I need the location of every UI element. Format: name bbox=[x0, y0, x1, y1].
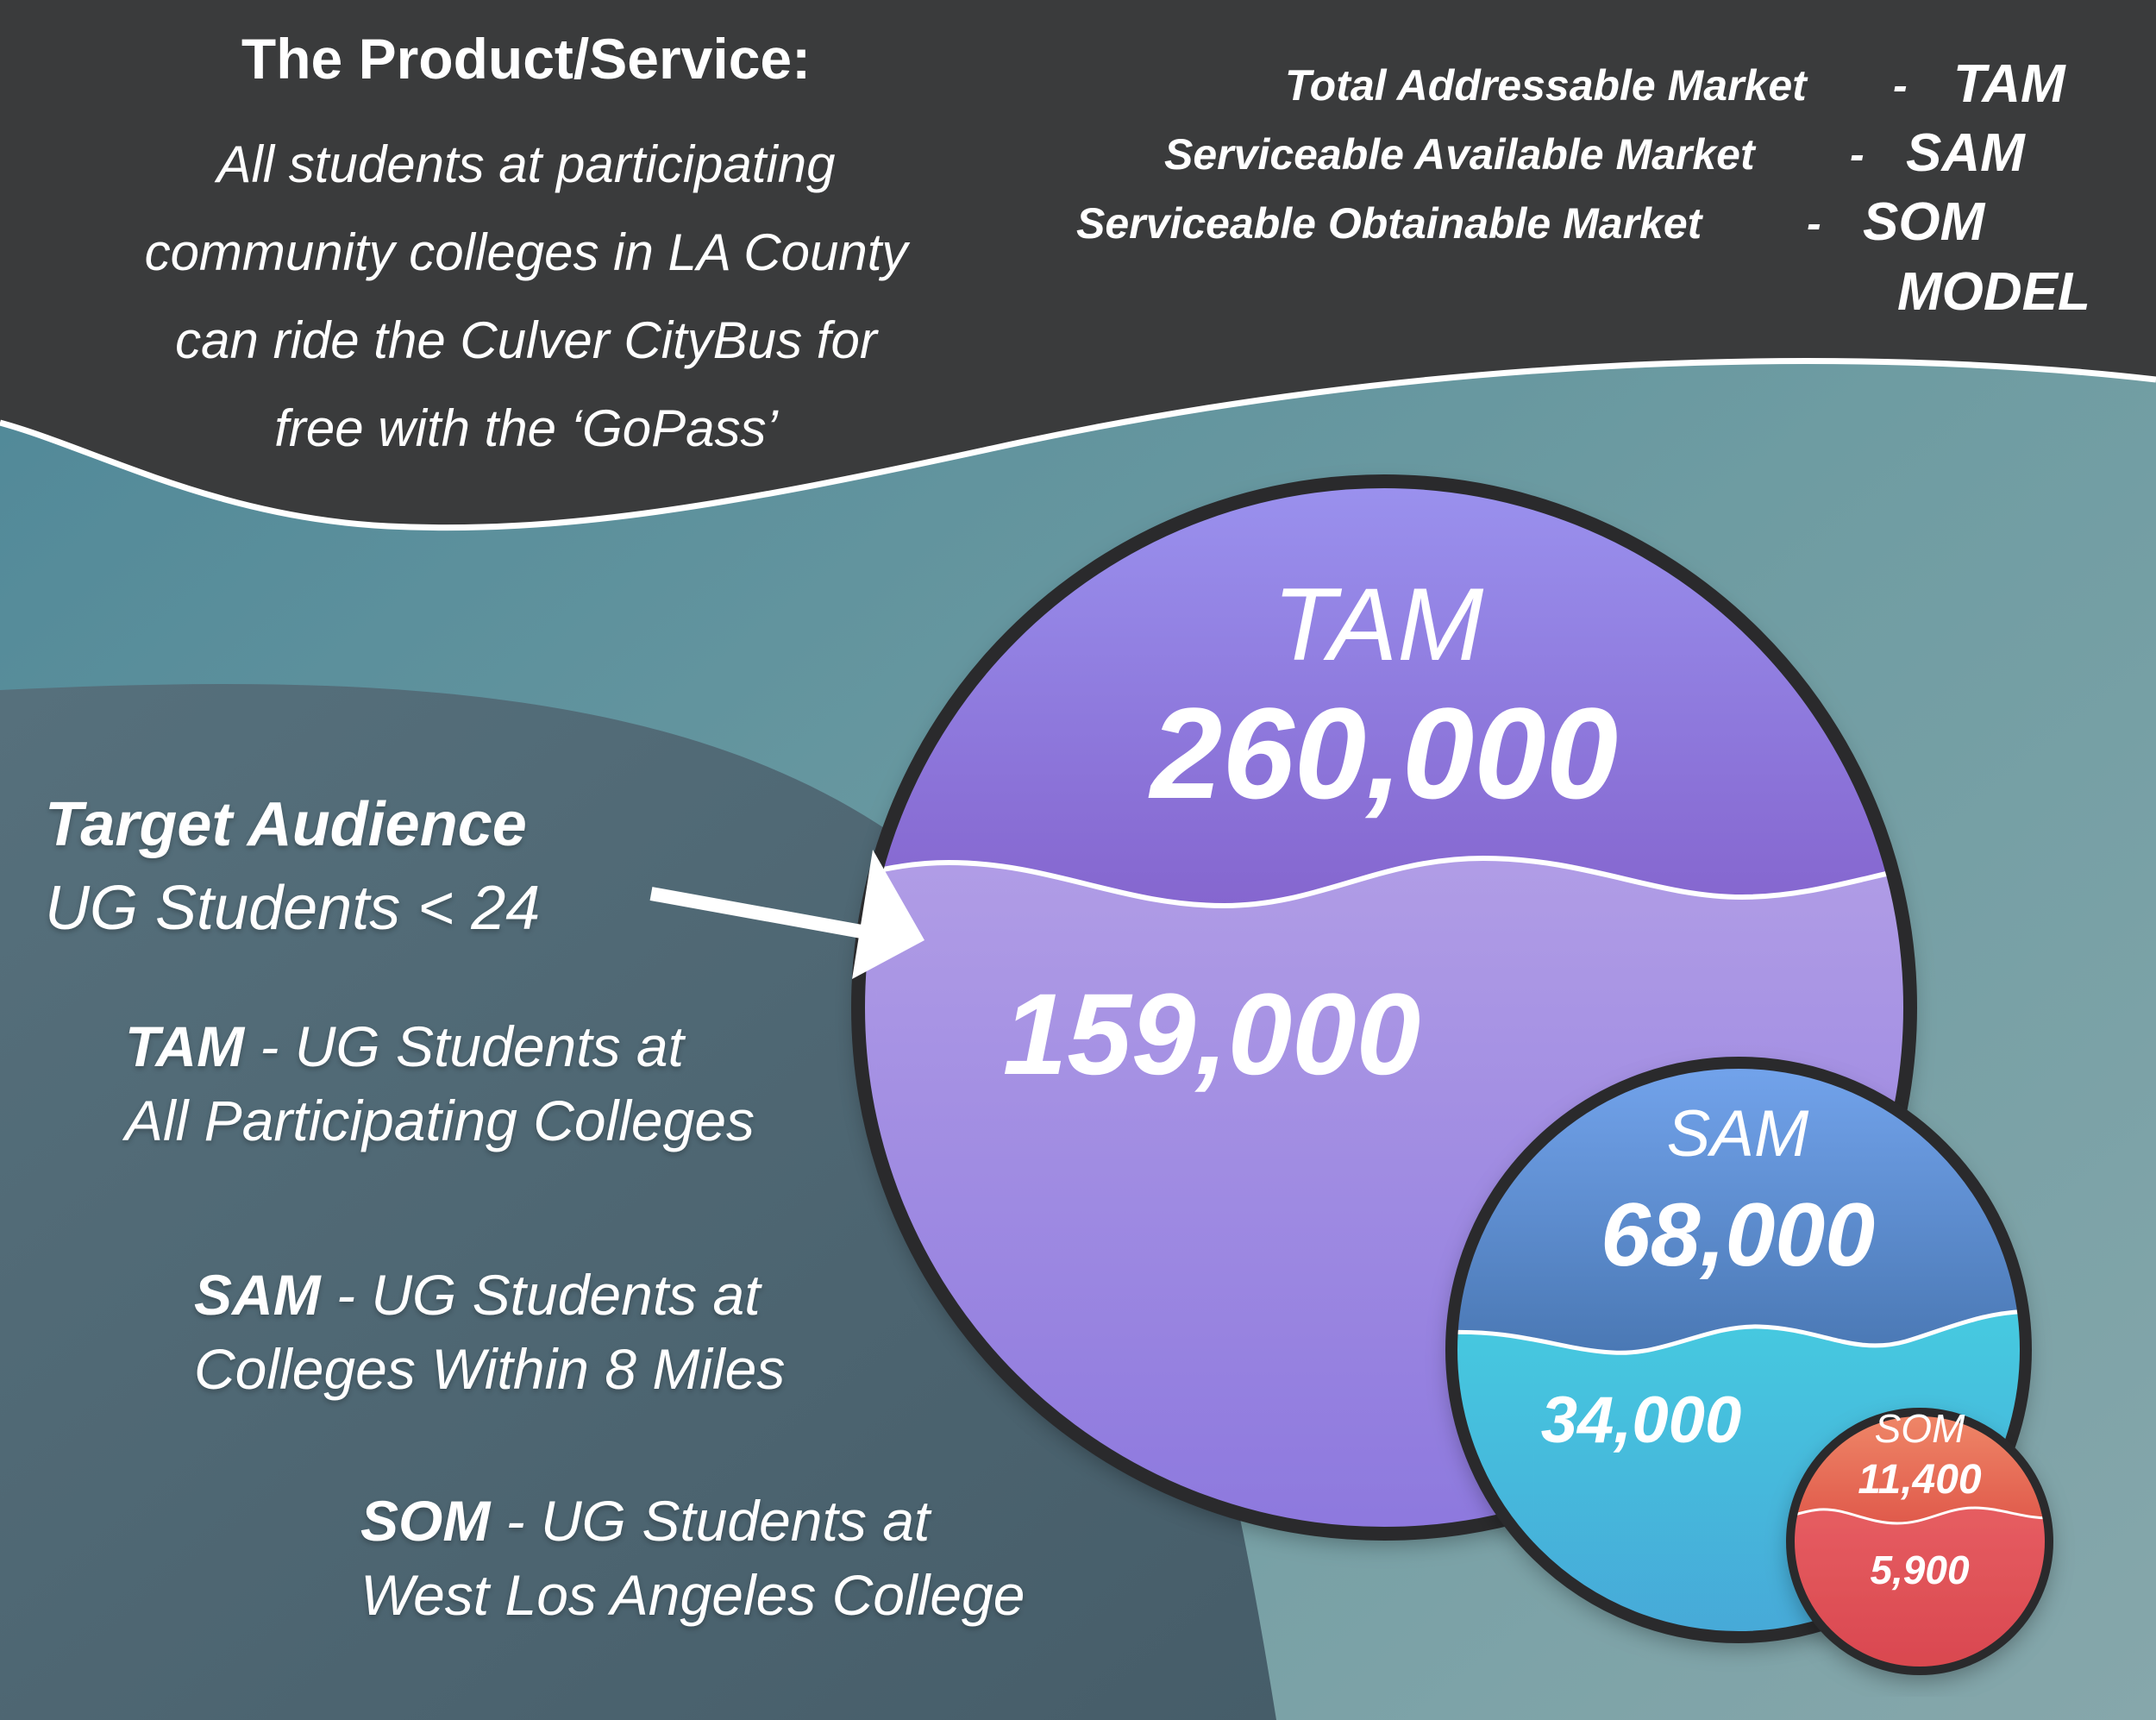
tam-total-value: 260,000 bbox=[1148, 681, 1618, 825]
som-description-line2: West Los Angeles College bbox=[360, 1563, 1025, 1627]
tam-wave-line bbox=[858, 855, 1910, 909]
target-audience-subtitle: UG Students < 24 bbox=[45, 874, 541, 943]
header-wave-border bbox=[0, 358, 2156, 531]
som-description-key: SOM bbox=[360, 1489, 491, 1553]
tam-description-line2: All Participating Colleges bbox=[125, 1089, 755, 1152]
sam-description-line2: Colleges Within 8 Miles bbox=[194, 1337, 786, 1401]
legend-dash: - bbox=[1850, 130, 1865, 179]
product-service-description: All students at participating community … bbox=[60, 121, 992, 473]
legend-row-tam: Total Addressable Market bbox=[1285, 60, 1807, 110]
target-audience-title: Target Audience bbox=[45, 790, 527, 859]
sam-description-line1: - UG Students at bbox=[320, 1263, 761, 1327]
legend-abbr-tam: TAM bbox=[1953, 54, 2065, 114]
som-circle-label: SOM bbox=[1875, 1406, 1965, 1451]
tam-description-key: TAM bbox=[125, 1014, 245, 1078]
header-band bbox=[0, 0, 2156, 528]
tam-target-value: 159,000 bbox=[1003, 970, 1420, 1099]
description-line: All students at participating bbox=[216, 135, 836, 193]
som-description: SOM - UG Students at West Los Angeles Co… bbox=[360, 1484, 1025, 1632]
legend-dash: - bbox=[1893, 61, 1908, 110]
som-circle-outline bbox=[1786, 1408, 2053, 1675]
tam-circle-outline bbox=[851, 474, 1917, 1541]
tam-circle-fills bbox=[858, 483, 1910, 909]
sam-description: SAM - UG Students at Colleges Within 8 M… bbox=[194, 1258, 785, 1406]
som-wave-line bbox=[1790, 1506, 2049, 1525]
sam-wave-line bbox=[1451, 1309, 2026, 1355]
sam-circle-fills bbox=[1451, 1063, 2026, 1355]
product-service-title: The Product/Service: bbox=[241, 27, 812, 91]
sam-total-value: 68,000 bbox=[1601, 1185, 1875, 1285]
tam-total-fill bbox=[858, 483, 1910, 906]
legend-name: Serviceable Obtainable Market bbox=[1076, 199, 1702, 248]
legend-abbr-som: SOM bbox=[1863, 192, 1985, 252]
som-target-value: 5,900 bbox=[1870, 1547, 1970, 1592]
description-line: community colleges in LA County bbox=[144, 223, 908, 281]
legend-name: Serviceable Available Market bbox=[1164, 130, 1755, 179]
legend-name: Total Addressable Market bbox=[1285, 61, 1807, 110]
tam-description: TAM - UG Students at All Participating C… bbox=[125, 1009, 755, 1158]
target-arrow bbox=[649, 850, 924, 979]
som-description-line1: - UG Students at bbox=[490, 1489, 931, 1553]
tam-circle-label: TAM bbox=[1273, 567, 1483, 682]
sam-target-value: 34,000 bbox=[1541, 1384, 1741, 1457]
description-line: can ride the Culver CityBus for bbox=[175, 311, 877, 369]
sam-circle-outline bbox=[1445, 1057, 2032, 1643]
legend-row-som: Serviceable Obtainable Market bbox=[1076, 198, 1702, 248]
legend-dash: - bbox=[1807, 199, 1821, 248]
sam-total-fill bbox=[1451, 1063, 2026, 1353]
arrow-head-icon bbox=[852, 850, 924, 979]
legend-row-sam: Serviceable Available Market bbox=[1164, 129, 1755, 179]
sam-description-key: SAM bbox=[194, 1263, 321, 1327]
description-line: free with the ‘GoPass’ bbox=[274, 399, 778, 457]
tam-description-line1: - UG Students at bbox=[244, 1014, 684, 1078]
som-total-value: 11,400 bbox=[1858, 1457, 1982, 1503]
sam-circle-label: SAM bbox=[1667, 1097, 1809, 1171]
legend-abbr-sam: SAM bbox=[1906, 123, 2025, 183]
legend-model-label: MODEL bbox=[1897, 262, 2090, 322]
